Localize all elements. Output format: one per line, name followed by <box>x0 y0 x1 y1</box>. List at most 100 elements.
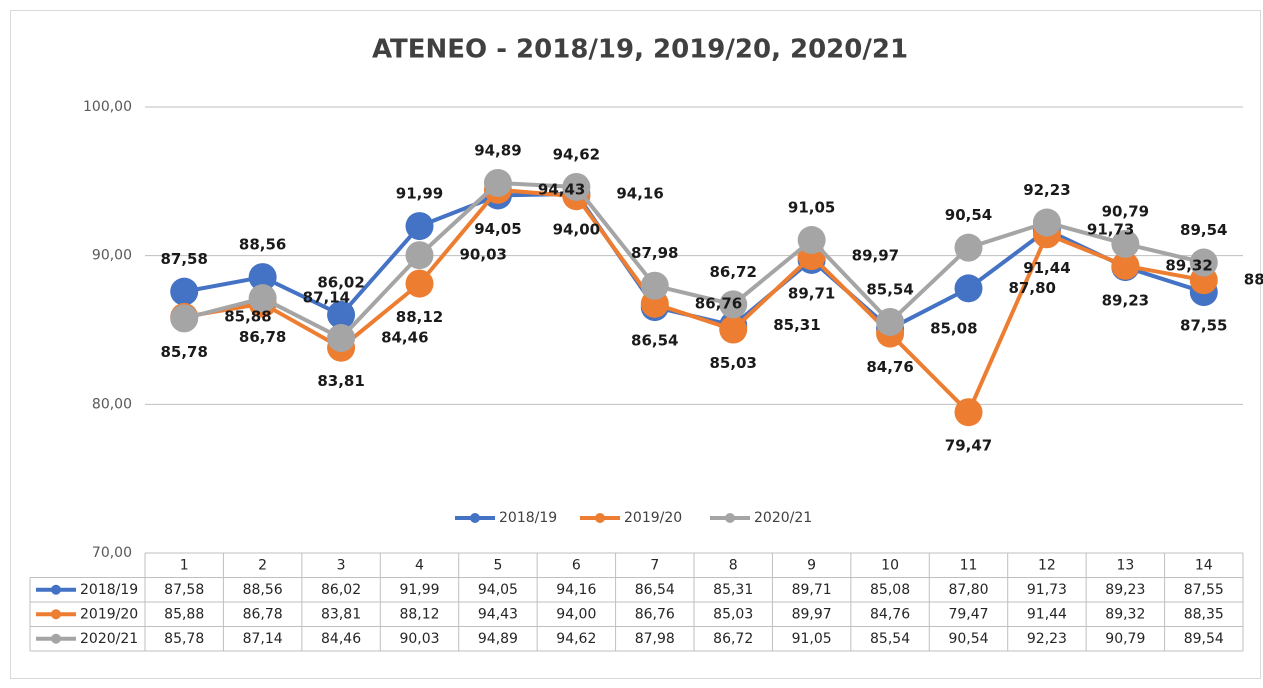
point <box>483 168 512 197</box>
point <box>1111 229 1140 258</box>
x-tick-label: 11 <box>960 557 978 573</box>
table-cell: 86,02 <box>321 582 361 598</box>
data-label: 94,43 <box>538 180 585 198</box>
data-label: 89,97 <box>852 247 899 265</box>
point <box>876 307 905 336</box>
x-tick-label: 4 <box>415 557 424 573</box>
data-label: 94,16 <box>616 184 663 202</box>
data-label: 87,55 <box>1180 317 1227 335</box>
table-cell: 89,54 <box>1184 631 1224 647</box>
table-cell: 87,55 <box>1184 582 1224 598</box>
chart-title: ATENEO - 2018/19, 2019/20, 2020/21 <box>372 35 908 65</box>
data-label: 85,31 <box>773 316 820 334</box>
table-cell: 85,03 <box>713 606 753 622</box>
point <box>954 274 983 303</box>
data-label: 90,79 <box>1102 202 1149 220</box>
point <box>405 241 434 270</box>
point <box>170 304 199 333</box>
data-label: 85,03 <box>709 354 756 372</box>
data-label: 85,88 <box>224 307 271 325</box>
table-cell: 87,14 <box>243 631 283 647</box>
table-cell: 87,98 <box>635 631 675 647</box>
table-cell: 86,78 <box>243 606 283 622</box>
table-cell: 86,54 <box>635 582 675 598</box>
table-cell: 79,47 <box>948 606 988 622</box>
point <box>1111 251 1140 280</box>
table-cell: 85,88 <box>164 606 204 622</box>
point <box>405 269 434 298</box>
table-cell: 88,12 <box>399 606 439 622</box>
data-label: 79,47 <box>945 437 992 455</box>
data-label: 85,54 <box>866 280 913 298</box>
legend-label: 2020/21 <box>754 510 812 526</box>
legend-marker <box>725 513 735 523</box>
data-label: 94,05 <box>474 220 521 238</box>
data-label: 91,44 <box>1023 259 1070 277</box>
point <box>562 172 591 201</box>
x-tick-label: 9 <box>807 557 816 573</box>
point <box>248 284 277 313</box>
table-cell: 85,78 <box>164 631 204 647</box>
legend-label: 2018/19 <box>499 510 557 526</box>
x-tick-label: 7 <box>650 557 659 573</box>
y-tick-label: 100,00 <box>83 99 132 115</box>
table-row-header: 2020/21 <box>80 631 138 647</box>
point <box>954 398 983 427</box>
table-cell: 84,76 <box>870 606 910 622</box>
point <box>1189 248 1218 277</box>
x-tick-label: 8 <box>729 557 738 573</box>
chart-frame <box>10 10 1261 679</box>
table-cell: 94,89 <box>478 631 518 647</box>
point <box>327 324 356 353</box>
point <box>797 226 826 255</box>
y-tick-label: 90,00 <box>92 248 132 264</box>
table-cell: 94,00 <box>556 606 596 622</box>
data-label: 94,62 <box>553 145 600 163</box>
table-cell: 91,44 <box>1027 606 1067 622</box>
point <box>405 212 434 241</box>
point <box>1032 208 1061 237</box>
table-cell: 86,72 <box>713 631 753 647</box>
table-legend-marker <box>51 633 61 644</box>
x-tick-label: 14 <box>1195 557 1213 573</box>
table-cell: 85,31 <box>713 582 753 598</box>
legend-marker <box>470 513 480 523</box>
data-label: 86,54 <box>631 332 678 350</box>
table-cell: 90,03 <box>399 631 439 647</box>
x-tick-label: 5 <box>493 557 502 573</box>
data-label: 86,02 <box>317 273 364 291</box>
table-legend-marker <box>51 609 61 620</box>
point <box>640 271 669 300</box>
data-label: 88,56 <box>239 236 286 254</box>
table-cell: 85,54 <box>870 631 910 647</box>
data-label: 85,08 <box>930 319 977 337</box>
point <box>954 233 983 262</box>
point <box>719 290 748 319</box>
data-label: 86,78 <box>239 328 286 346</box>
data-label: 94,00 <box>553 221 600 239</box>
data-label: 87,58 <box>160 250 207 268</box>
table-cell: 88,56 <box>243 582 283 598</box>
point <box>170 277 199 306</box>
data-label: 89,23 <box>1102 292 1149 310</box>
point <box>719 315 748 344</box>
table-cell: 85,08 <box>870 582 910 598</box>
table-cell: 88,35 <box>1184 606 1224 622</box>
data-label: 88,35 <box>1244 271 1263 289</box>
table-cell: 90,79 <box>1105 631 1145 647</box>
table-cell: 94,62 <box>556 631 596 647</box>
table-cell: 86,76 <box>635 606 675 622</box>
table-cell: 87,58 <box>164 582 204 598</box>
data-label: 91,99 <box>396 185 443 203</box>
data-label: 91,73 <box>1087 220 1134 238</box>
data-label: 84,76 <box>866 358 913 376</box>
table-row-header: 2018/19 <box>80 582 138 598</box>
data-label: 87,14 <box>303 289 350 307</box>
x-tick-label: 2 <box>258 557 267 573</box>
data-label: 89,71 <box>788 284 835 302</box>
data-label: 89,54 <box>1180 221 1227 239</box>
x-tick-label: 12 <box>1038 557 1056 573</box>
table-cell: 92,23 <box>1027 631 1067 647</box>
table-cell: 89,32 <box>1105 606 1145 622</box>
y-tick-label: 70,00 <box>92 545 132 561</box>
